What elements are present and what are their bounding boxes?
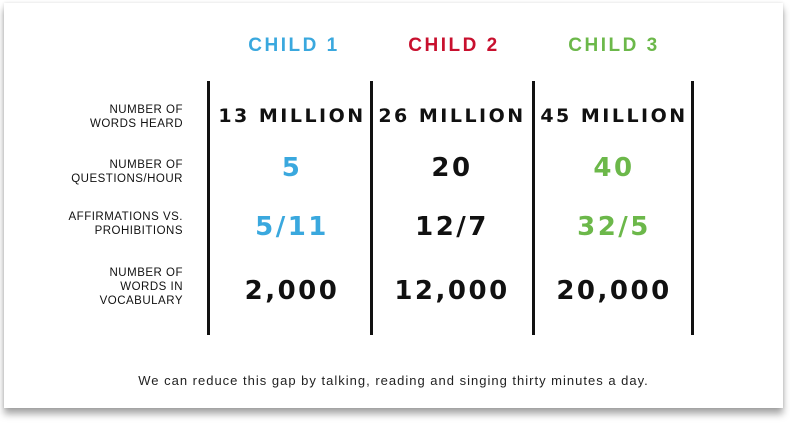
cell-words-heard-child-1: 13 MILLION (218, 105, 366, 127)
cell-vocabulary-child-3: 20,000 (556, 276, 672, 306)
header-child-2: CHILD 2 (408, 35, 500, 56)
header-child-3: CHILD 3 (568, 35, 660, 56)
cell-questions-child-1: 5 (281, 153, 303, 183)
row-label-line: VOCABULARY (99, 295, 183, 307)
row-label-words-heard: NUMBER OF WORDS HEARD (24, 103, 183, 131)
footer-note: We can reduce this gap by talking, readi… (138, 373, 649, 388)
cell-vocabulary-child-2: 12,000 (394, 276, 510, 306)
row-label-line: WORDS IN (120, 281, 183, 293)
cell-words-heard-child-3: 45 MILLION (540, 105, 688, 127)
row-label-line: PROHIBITIONS (94, 225, 183, 237)
cell-affirmations-child-1: 5/11 (255, 212, 329, 242)
row-label-line: NUMBER OF (109, 159, 183, 171)
header-child-1: CHILD 1 (248, 35, 340, 56)
cell-affirmations-child-2: 12/7 (415, 212, 489, 242)
row-label-affirmations: AFFIRMATIONS VS. PROHIBITIONS (24, 210, 183, 238)
row-label-line: NUMBER OF (109, 267, 183, 279)
column-divider-4 (691, 81, 694, 335)
column-divider-1 (207, 81, 210, 335)
row-label-line: AFFIRMATIONS VS. (68, 211, 183, 223)
row-label-line: NUMBER OF (109, 104, 183, 116)
cell-affirmations-child-3: 32/5 (577, 212, 651, 242)
cell-questions-child-3: 40 (593, 153, 635, 183)
row-label-line: QUESTIONS/HOUR (71, 173, 183, 185)
row-label-vocabulary: NUMBER OF WORDS IN VOCABULARY (24, 266, 183, 308)
row-label-questions-hour: NUMBER OF QUESTIONS/HOUR (24, 158, 183, 186)
cell-words-heard-child-2: 26 MILLION (378, 105, 526, 127)
comparison-card: CHILD 1 CHILD 2 CHILD 3 NUMBER OF WORDS … (4, 3, 783, 408)
column-divider-2 (370, 81, 373, 335)
cell-questions-child-2: 20 (431, 153, 473, 183)
row-label-line: WORDS HEARD (89, 118, 183, 130)
column-divider-3 (532, 81, 535, 335)
cell-vocabulary-child-1: 2,000 (244, 276, 340, 306)
